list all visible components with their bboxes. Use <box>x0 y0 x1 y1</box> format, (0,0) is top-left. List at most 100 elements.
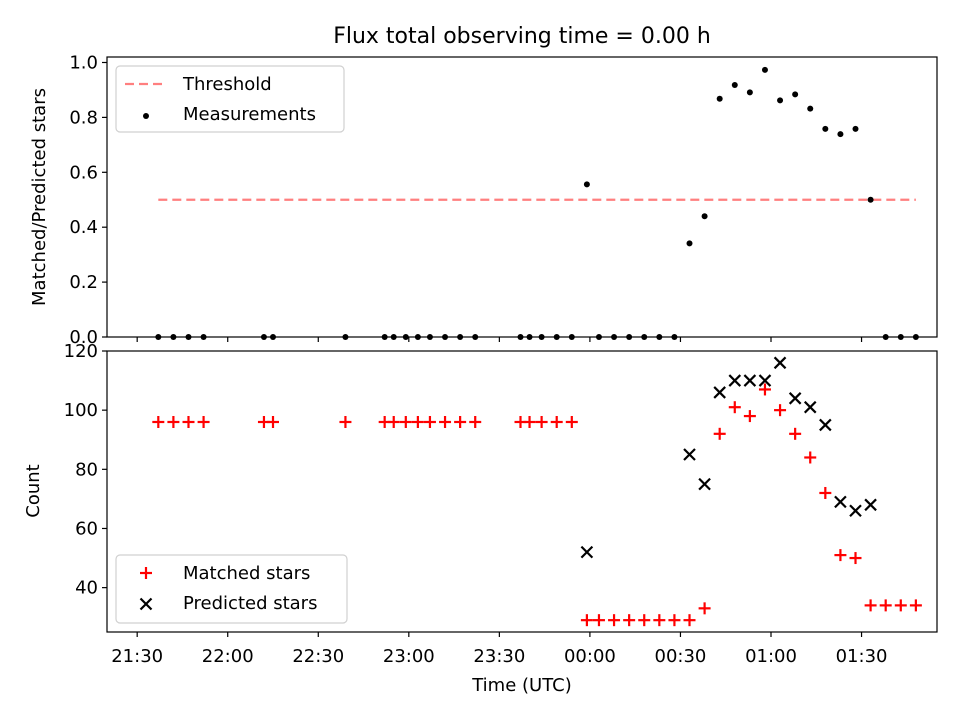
matched-star-point <box>653 614 666 627</box>
axes-frame-count <box>106 350 938 633</box>
measurement-points <box>155 66 919 340</box>
legend-predicted-label: Predicted stars <box>183 593 317 614</box>
cross-b <box>728 374 742 387</box>
matched-star-point <box>608 614 621 627</box>
y-tick-label-count: 60 <box>75 518 98 539</box>
measurement-point <box>867 196 874 203</box>
cross-b <box>788 392 802 405</box>
measurement-point <box>686 240 693 247</box>
legend-measurements-label: Measurements <box>183 104 316 125</box>
matched-star-point <box>623 614 636 627</box>
y-tick-label-count: 40 <box>75 578 98 599</box>
legend-count: Matched stars Predicted stars <box>115 554 348 624</box>
measurement-point <box>716 95 723 102</box>
predicted-star-point <box>773 356 787 370</box>
predicted-star-point <box>683 448 696 461</box>
matched-star-point <box>454 415 467 428</box>
matched-star-point <box>469 415 482 428</box>
matched-star-point <box>758 383 771 396</box>
y-tick-label-ratio: 1.0 <box>69 52 98 73</box>
measurement-point <box>731 82 738 88</box>
cross-b <box>864 498 877 512</box>
y-tick-label-ratio: 0.2 <box>69 272 98 293</box>
matched-star-point <box>423 415 436 428</box>
legend-box-count <box>115 554 348 624</box>
cross-b <box>803 400 817 414</box>
predicted-star-point <box>580 545 594 559</box>
legend-predicted-swatch <box>139 597 153 611</box>
predicted-star-point <box>698 477 711 491</box>
matched-star-point <box>267 415 279 428</box>
matched-star-point <box>894 599 907 612</box>
matched-star-point <box>167 415 180 428</box>
matched-star-point <box>849 552 862 565</box>
matched-star-point <box>523 415 536 428</box>
y-tick-label-count: 100 <box>64 400 98 421</box>
panel-count: 40 60 80 100 120 21:30 22:00 22:30 23:00 23:30 00… <box>23 341 938 696</box>
matched-stars-points <box>152 383 922 627</box>
matched-star-point <box>580 614 593 627</box>
matched-star-point <box>387 415 400 428</box>
cross-b <box>834 495 847 509</box>
predicted-star-point <box>849 504 862 518</box>
measurement-point <box>746 89 753 96</box>
x-ticks-ratio <box>136 337 863 342</box>
cross-b <box>758 374 772 387</box>
matched-star-point <box>774 404 787 417</box>
matched-star-point <box>909 599 922 612</box>
x-tick-label: 22:30 <box>292 646 344 667</box>
measurement-point <box>792 91 799 98</box>
measurement-point <box>852 125 859 132</box>
predicted-star-point <box>728 374 742 387</box>
y-axis-label-count: Count <box>23 464 44 517</box>
matched-star-point <box>743 410 756 423</box>
x-tick-label: 22:00 <box>202 646 254 667</box>
matched-star-point <box>819 486 832 499</box>
x-tick-label: 23:00 <box>383 646 435 667</box>
y-tick-label-ratio: 0.4 <box>69 217 98 238</box>
cross-b <box>773 356 787 370</box>
y-tick-label-ratio: 0.6 <box>69 162 98 183</box>
matched-star-point <box>728 401 741 414</box>
y-tick-label-ratio: 0.0 <box>69 327 98 348</box>
legend-threshold-label: Threshold <box>182 74 272 95</box>
cross-b <box>683 448 696 461</box>
legend-matched-swatch <box>140 567 152 579</box>
cross-b <box>743 374 757 387</box>
matched-star-point <box>864 599 877 612</box>
matched-star-point <box>834 549 847 562</box>
x-tick-label: 01:30 <box>836 646 888 667</box>
x-ticks-count: 21:30 22:00 22:30 23:00 23:30 00:00 00:30 01:00… <box>111 632 887 667</box>
legend-plus-marker <box>140 567 152 579</box>
cross-b <box>849 504 862 518</box>
predicted-star-point <box>788 392 802 405</box>
legend-measurements-swatch <box>143 113 149 119</box>
matched-star-point <box>638 614 651 627</box>
predicted-star-point <box>713 386 726 399</box>
matched-star-point <box>535 415 548 428</box>
axes-frame-ratio <box>106 56 938 338</box>
measurement-point <box>822 125 829 132</box>
x-axis-label: Time (UTC) <box>471 675 572 696</box>
measurement-point <box>583 181 590 188</box>
cross-b <box>698 477 711 491</box>
x-tick-label: 00:00 <box>564 646 616 667</box>
cross-b <box>819 418 832 432</box>
matched-star-point <box>713 427 726 440</box>
matched-star-point <box>668 614 681 627</box>
matched-star-point <box>152 415 165 428</box>
matched-star-point <box>411 415 424 428</box>
matched-star-point <box>698 602 711 615</box>
measurement-point <box>701 213 708 220</box>
cross-b <box>580 545 594 559</box>
y-ticks-ratio: 0.0 0.2 0.4 0.6 0.8 1.0 <box>69 52 107 348</box>
matched-star-point <box>550 415 563 428</box>
matched-star-point <box>804 451 817 464</box>
matched-star-point <box>683 614 696 627</box>
matched-star-point <box>339 415 352 428</box>
matched-star-point <box>879 599 892 612</box>
legend-cross-marker <box>139 597 153 611</box>
matched-star-point <box>565 415 578 428</box>
y-axis-label-ratio: Matched/Predicted stars <box>29 88 50 306</box>
